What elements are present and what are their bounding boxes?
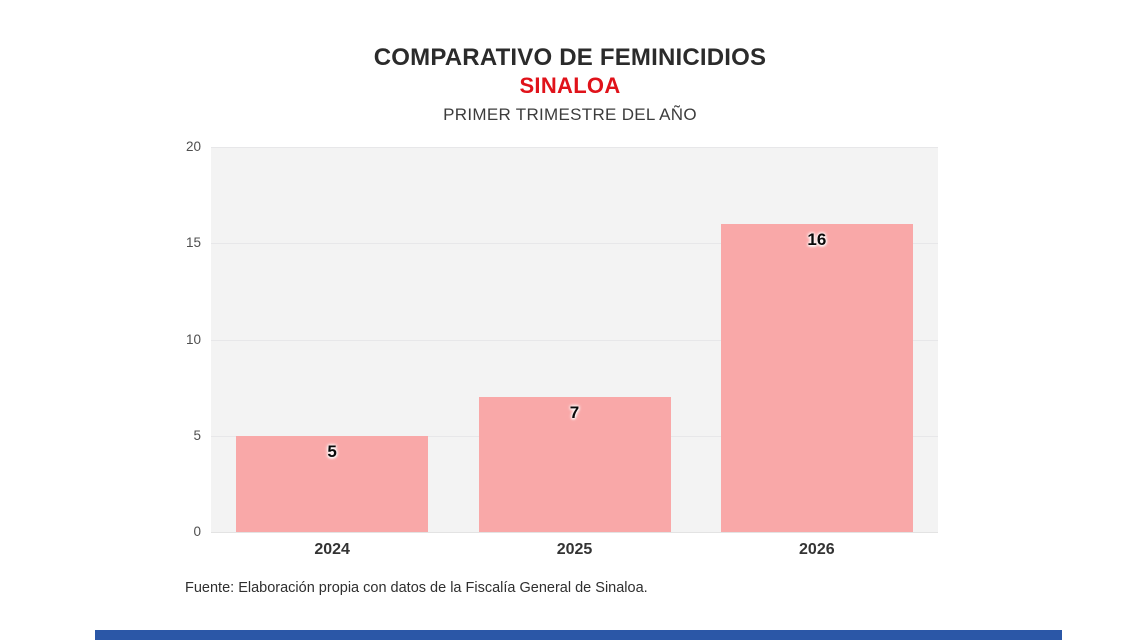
x-axis-label-2025: 2025 <box>556 541 593 558</box>
x-axis-label-2026: 2026 <box>799 541 835 558</box>
x-axis-label-2024: 2024 <box>314 541 350 558</box>
source-note: Fuente: Elaboración propia con datos de … <box>185 580 648 596</box>
y-axis-tick-label: 0 <box>193 524 201 539</box>
y-axis-tick-label: 5 <box>193 427 201 443</box>
y-axis-tick-label: 10 <box>185 331 201 347</box>
bar-value-label: 5 <box>327 441 337 461</box>
bar-2025: 7 <box>478 397 671 532</box>
bar-2026: 16 <box>720 224 913 532</box>
bar-value-label: 16 <box>807 230 827 249</box>
gridline <box>211 147 938 148</box>
gridline <box>211 243 938 245</box>
chart-period-label: PRIMER TRIMESTRE DEL AÑO <box>443 105 697 124</box>
y-axis-tick-label: 20 <box>185 139 201 154</box>
gridline <box>211 339 938 341</box>
chart-subtitle-region: SINALOA <box>519 73 621 98</box>
chart-title: COMPARATIVO DE FEMINICIDIOS <box>373 44 767 71</box>
bar-value-label: 7 <box>569 403 580 423</box>
y-axis-tick-label: 15 <box>185 235 201 251</box>
bottom-accent-bar <box>95 630 1062 640</box>
bar-2024: 5 <box>236 435 429 532</box>
plot-area: 0 5 10 15 20 5 7 16 2024 2025 2026 <box>186 139 938 558</box>
